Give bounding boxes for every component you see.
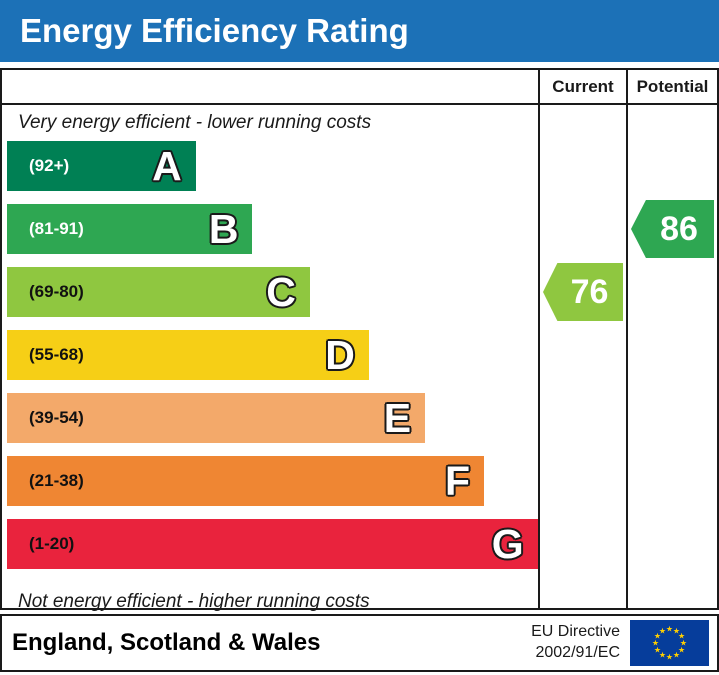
band-row-g: (1-20) G — [2, 519, 538, 569]
footer-region-label: England, Scotland & Wales — [12, 629, 321, 656]
band-letter-c: C — [266, 269, 296, 315]
table-header-row: Current Potential — [2, 70, 717, 105]
current-indicator: 76 — [543, 263, 623, 321]
band-row-c: (69-80) C — [2, 267, 538, 317]
eu-directive-label: EU Directive 2002/91/EC — [531, 622, 620, 664]
band-letter-f: F — [444, 458, 471, 504]
svg-text:★: ★ — [654, 632, 661, 641]
band-row-b: (81-91) B — [2, 204, 538, 254]
band-bar-b: (81-91) B — [7, 204, 253, 254]
band-bar-d: (55-68) D — [7, 330, 369, 380]
potential-value: 86 — [660, 209, 698, 248]
potential-column: 86 — [626, 105, 717, 608]
band-letter-a: A — [152, 143, 182, 189]
band-letter-g: G — [491, 521, 524, 567]
current-column: 76 — [538, 105, 626, 608]
eu-directive-line2: 2002/91/EC — [535, 644, 620, 661]
footer-bar: England, Scotland & Wales EU Directive 2… — [0, 614, 719, 672]
band-bar-e: (39-54) E — [7, 393, 426, 443]
band-row-a: (92+) A — [2, 141, 538, 191]
svg-text:★: ★ — [659, 651, 666, 660]
column-header-current: Current — [538, 70, 626, 103]
band-range-d: (55-68) — [29, 345, 84, 364]
band-row-e: (39-54) E — [2, 393, 538, 443]
bottom-annotation: Not energy efficient - higher running co… — [18, 590, 370, 612]
potential-indicator: 86 — [631, 200, 714, 258]
band-range-g: (1-20) — [29, 534, 75, 553]
svg-text:★: ★ — [659, 626, 666, 635]
svg-text:★: ★ — [673, 651, 680, 660]
band-range-c: (69-80) — [29, 282, 84, 301]
band-letter-b: B — [208, 206, 239, 252]
rating-table: Current Potential Very energy efficient … — [0, 68, 719, 612]
table-body: Very energy efficient - lower running co… — [2, 105, 717, 612]
band-range-f: (21-38) — [29, 471, 84, 490]
band-range-e: (39-54) — [29, 408, 84, 427]
eu-flag-icon: ★ ★ ★ ★ ★ ★ ★ ★ ★ ★ ★ ★ — [630, 620, 709, 666]
band-bar-a: (92+) A — [7, 141, 196, 191]
header-spacer-cell — [2, 70, 538, 103]
band-row-f: (21-38) F — [2, 456, 538, 506]
band-bar-g: (1-20) G — [7, 519, 538, 569]
band-bar-f: (21-38) F — [7, 456, 485, 506]
svg-text:★: ★ — [680, 639, 687, 648]
eu-directive-line1: EU Directive — [531, 623, 620, 641]
svg-text:★: ★ — [678, 646, 685, 655]
column-header-potential: Potential — [626, 70, 717, 103]
page-title: Energy Efficiency Rating — [0, 0, 719, 62]
svg-text:★: ★ — [654, 646, 661, 655]
band-row-d: (55-68) D — [2, 330, 538, 380]
band-range-b: (81-91) — [29, 219, 84, 238]
footer-directive-group: EU Directive 2002/91/EC ★ ★ ★ ★ ★ ★ ★ ★ … — [531, 620, 709, 666]
current-value: 76 — [570, 272, 609, 311]
ratings-column: Very energy efficient - lower running co… — [2, 105, 538, 612]
svg-text:★: ★ — [673, 626, 680, 635]
svg-text:★: ★ — [678, 632, 685, 641]
svg-text:★: ★ — [666, 653, 673, 662]
svg-text:★: ★ — [666, 625, 673, 634]
band-letter-e: E — [383, 395, 412, 441]
top-annotation: Very energy efficient - lower running co… — [18, 112, 372, 133]
band-bar-c: (69-80) C — [7, 267, 310, 317]
band-range-a: (92+) — [29, 156, 70, 175]
band-letter-d: D — [325, 332, 355, 378]
svg-text:★: ★ — [652, 639, 659, 648]
